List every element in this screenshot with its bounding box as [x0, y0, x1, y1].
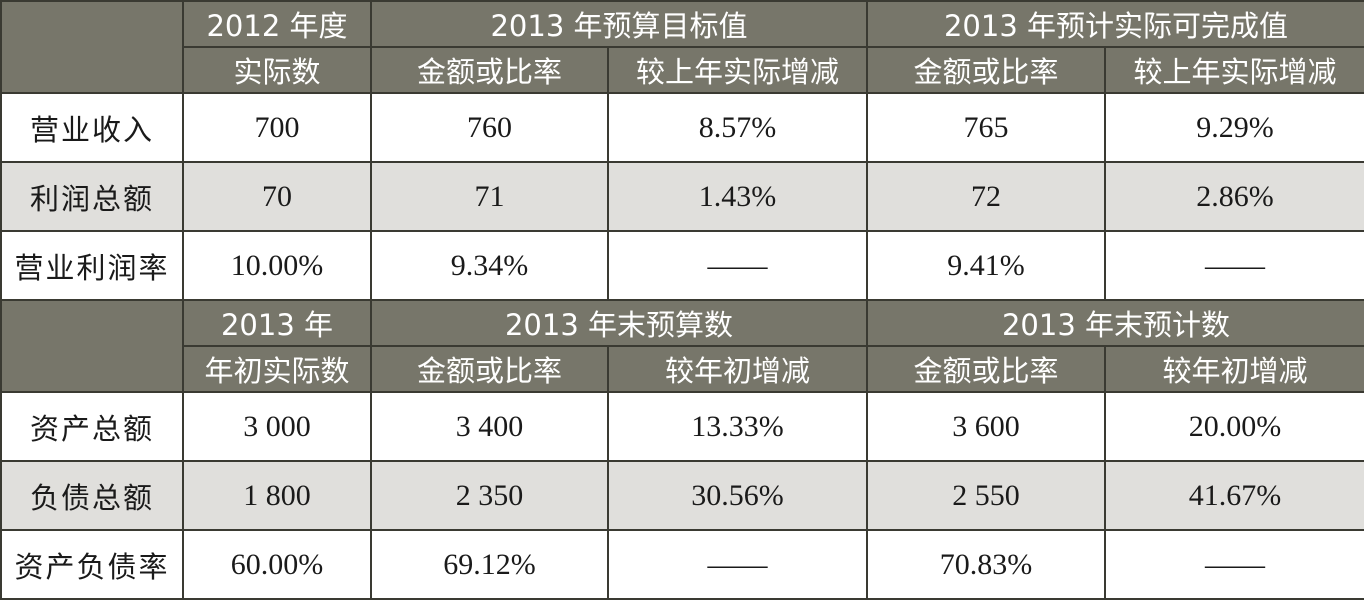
header-col1-line2: 实际数: [182, 46, 372, 94]
row-label: 营业利润率: [0, 230, 184, 301]
cell: 70.83%: [866, 529, 1106, 600]
cell: 20.00%: [1104, 391, 1364, 462]
table-row: 资产总额 3 000 3 400 13.33% 3 600 20.00%: [0, 391, 1364, 462]
cell: 3 600: [866, 391, 1106, 462]
cell: 700: [182, 92, 372, 163]
cell: 30.56%: [607, 460, 868, 531]
cell: 72: [866, 161, 1106, 232]
header-col1-line1: 2012 年度: [182, 0, 372, 48]
header-group-budget: 2013 年末预算数: [370, 299, 868, 347]
cell: 10.00%: [182, 230, 372, 301]
budget-table: 2012 年度 2013 年预算目标值 2013 年预计实际可完成值 实际数 金…: [0, 0, 1364, 600]
header-group-forecast: 2013 年末预计数: [866, 299, 1364, 347]
header-sub-change: 较上年实际增减: [1104, 46, 1364, 94]
header-col1-line2: 年初实际数: [182, 345, 372, 393]
cell: 13.33%: [607, 391, 868, 462]
cell: 69.12%: [370, 529, 609, 600]
table-row: 营业利润率 10.00% 9.34% —— 9.41% ——: [0, 230, 1364, 301]
cell: 760: [370, 92, 609, 163]
header-corner: [0, 299, 184, 393]
table-row: 利润总额 70 71 1.43% 72 2.86%: [0, 161, 1364, 232]
cell: 9.29%: [1104, 92, 1364, 163]
section1-header-row1: 2012 年度 2013 年预算目标值 2013 年预计实际可完成值: [0, 0, 1364, 94]
cell: 71: [370, 161, 609, 232]
cell: 2 350: [370, 460, 609, 531]
cell: ——: [607, 230, 868, 301]
cell: 70: [182, 161, 372, 232]
header-sub-amount: 金额或比率: [370, 345, 609, 393]
header-sub-amount: 金额或比率: [866, 345, 1106, 393]
header-sub-change: 较上年实际增减: [607, 46, 868, 94]
row-label: 营业收入: [0, 92, 184, 163]
table-row: 营业收入 700 760 8.57% 765 9.29%: [0, 92, 1364, 163]
cell: 2.86%: [1104, 161, 1364, 232]
cell: 765: [866, 92, 1106, 163]
row-label: 负债总额: [0, 460, 184, 531]
cell: 41.67%: [1104, 460, 1364, 531]
cell: 2 550: [866, 460, 1106, 531]
header-group-budget: 2013 年预算目标值: [370, 0, 868, 48]
table-row: 资产负债率 60.00% 69.12% —— 70.83% ——: [0, 529, 1364, 600]
cell: 3 400: [370, 391, 609, 462]
section2-header-row2: 年初实际数 金额或比率 较年初增减 金额或比率 较年初增减: [1, 345, 1364, 393]
row-label: 利润总额: [0, 161, 184, 232]
cell: 1 800: [182, 460, 372, 531]
cell: 3 000: [182, 391, 372, 462]
table-row: 负债总额 1 800 2 350 30.56% 2 550 41.67%: [0, 460, 1364, 531]
header-sub-change: 较年初增减: [1104, 345, 1364, 393]
cell: 60.00%: [182, 529, 372, 600]
cell: ——: [607, 529, 868, 600]
header-corner: [0, 0, 184, 94]
cell: 9.41%: [866, 230, 1106, 301]
cell: ——: [1104, 230, 1364, 301]
cell: 9.34%: [370, 230, 609, 301]
header-sub-amount: 金额或比率: [370, 46, 609, 94]
row-label: 资产负债率: [0, 529, 184, 600]
header-sub-change: 较年初增减: [607, 345, 868, 393]
section1-header-row2: 实际数 金额或比率 较上年实际增减 金额或比率 较上年实际增减: [1, 46, 1364, 94]
cell: 8.57%: [607, 92, 868, 163]
section2-header-row1: 2013 年 2013 年末预算数 2013 年末预计数: [0, 299, 1364, 393]
header-group-forecast: 2013 年预计实际可完成值: [866, 0, 1364, 48]
row-label: 资产总额: [0, 391, 184, 462]
header-sub-amount: 金额或比率: [866, 46, 1106, 94]
cell: 1.43%: [607, 161, 868, 232]
cell: ——: [1104, 529, 1364, 600]
header-col1-line1: 2013 年: [182, 299, 372, 347]
